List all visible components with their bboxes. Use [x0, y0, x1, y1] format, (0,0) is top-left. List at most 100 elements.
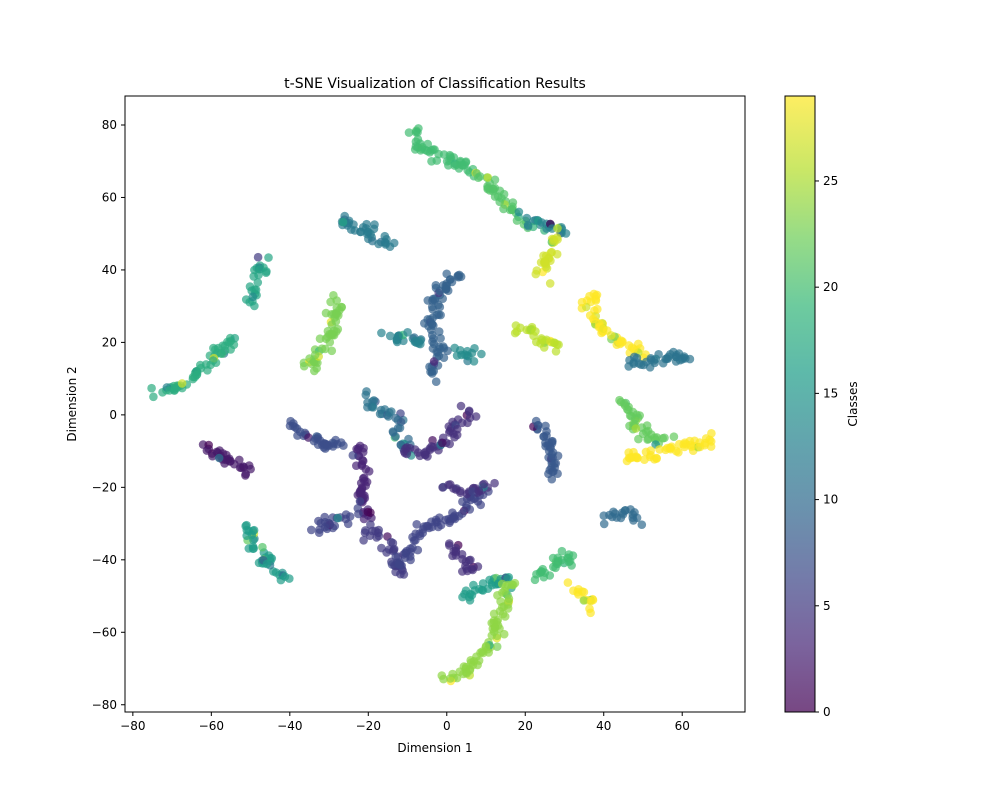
scatter-point-cluster-32 — [586, 608, 595, 618]
scatter-point-cluster-6 — [363, 507, 373, 517]
scatter-point-cluster-1 — [262, 559, 272, 569]
scatter-point-cluster-9 — [415, 529, 424, 538]
scatter-point-cluster-32 — [588, 595, 598, 605]
scatter-point-cluster-6 — [357, 460, 367, 469]
scatter-point-cluster-21 — [553, 224, 562, 233]
scatter-point-cluster-12 — [425, 444, 435, 453]
scatter-point-cluster-8 — [371, 526, 380, 536]
colorbar-label: Classes — [846, 381, 860, 426]
scatter-point-cluster-24 — [606, 331, 616, 340]
scatter-point-cluster-14 — [442, 269, 452, 279]
scatter-point-cluster-2 — [149, 392, 158, 402]
scatter-point-cluster-9 — [448, 508, 457, 517]
scatter-points — [147, 124, 716, 686]
scatter-point-cluster-26 — [650, 433, 659, 443]
y-tick-label: 20 — [102, 335, 117, 349]
scatter-point-cluster-10 — [375, 409, 385, 419]
scatter-point-cluster-29 — [461, 561, 470, 571]
scatter-point-cluster-33 — [500, 612, 510, 621]
scatter-point-cluster-30 — [503, 574, 512, 583]
scatter-point-cluster-12 — [464, 406, 474, 416]
scatter-point-cluster-7 — [314, 516, 323, 526]
scatter-point-cluster-32 — [573, 587, 582, 597]
scatter-point-cluster-3 — [253, 278, 263, 287]
scatter-point-cluster-6 — [360, 476, 369, 486]
scatter-point-cluster-8 — [377, 543, 386, 553]
scatter-point-cluster-4 — [327, 329, 336, 338]
scatter-point-cluster-24 — [593, 304, 602, 314]
scatter-point-cluster-4 — [337, 303, 347, 312]
scatter-point-cluster-14 — [429, 357, 439, 366]
scatter-point-cluster-4 — [327, 346, 337, 356]
x-tick-label: −40 — [277, 719, 302, 733]
scatter-point-cluster-14 — [434, 351, 444, 361]
scatter-point-cluster-17 — [370, 220, 379, 229]
scatter-point-cluster-18 — [450, 161, 460, 170]
scatter-point-cluster-8 — [359, 536, 368, 545]
scatter-point-cluster-8 — [388, 538, 398, 548]
scatter-point-cluster-1 — [242, 531, 251, 540]
scatter-point-cluster-3 — [250, 301, 259, 311]
scatter-point-cluster-9 — [473, 497, 483, 506]
scatter-point-cluster-12 — [456, 401, 466, 411]
scatter-point-cluster-7 — [320, 512, 330, 522]
scatter-point-cluster-12 — [421, 450, 430, 460]
scatter-point-cluster-2 — [229, 340, 239, 350]
scatter-point-cluster-5 — [309, 436, 319, 446]
scatter-point-cluster-12 — [402, 449, 412, 459]
scatter-point-cluster-24 — [629, 344, 638, 354]
scatter-point-cluster-9 — [387, 560, 397, 569]
scatter-point-cluster-14 — [429, 366, 439, 376]
scatter-point-cluster-23 — [542, 431, 551, 440]
scatter-point-cluster-18 — [423, 139, 433, 149]
scatter-point-cluster-13 — [479, 479, 489, 489]
scatter-point-cluster-19 — [495, 197, 505, 207]
scatter-point-cluster-24 — [598, 324, 607, 333]
scatter-point-cluster-33 — [492, 631, 502, 641]
scatter-point-cluster-14 — [454, 272, 463, 282]
scatter-point-cluster-24 — [585, 291, 594, 301]
x-axis-label: Dimension 1 — [397, 741, 472, 755]
scatter-point-cluster-23 — [541, 421, 550, 431]
scatter-point-cluster-4 — [321, 308, 331, 318]
scatter-point-cluster-8 — [384, 545, 394, 554]
x-tick-label: −20 — [356, 719, 381, 733]
scatter-point-cluster-19 — [472, 169, 481, 178]
x-tick-label: 60 — [675, 719, 690, 733]
y-tick-label: 0 — [109, 408, 117, 422]
scatter-point-cluster-33 — [492, 642, 502, 651]
scatter-point-cluster-33 — [508, 580, 518, 590]
scatter-point-cluster-17 — [389, 238, 399, 248]
scatter-point-cluster-2 — [147, 383, 156, 393]
scatter-point-cluster-31 — [563, 553, 573, 563]
y-tick-label: 80 — [102, 118, 117, 132]
scatter-point-cluster-9 — [436, 520, 446, 530]
scatter-point-cluster-3 — [253, 252, 263, 262]
scatter-point-cluster-27 — [674, 448, 683, 457]
scatter-point-cluster-5 — [336, 438, 346, 447]
scatter-point-cluster-14 — [427, 302, 437, 312]
scatter-point-cluster-9 — [427, 517, 436, 526]
colorbar-tick-label: 10 — [823, 493, 838, 507]
scatter-point-cluster-9 — [435, 513, 444, 522]
scatter-point-cluster-10 — [361, 390, 371, 400]
scatter-point-cluster-27 — [675, 439, 684, 449]
scatter-point-cluster-0 — [239, 463, 249, 472]
scatter-point-cluster-12 — [463, 418, 472, 428]
scatter-point-cluster-6 — [352, 444, 361, 454]
scatter-point-cluster-0 — [214, 453, 224, 463]
scatter-point-cluster-16 — [469, 357, 479, 366]
scatter-point-cluster-28 — [630, 508, 639, 517]
scatter-point-cluster-26 — [658, 434, 667, 443]
scatter-point-cluster-23 — [547, 439, 557, 448]
scatter-point-cluster-11 — [391, 432, 400, 441]
colorbar-tick-label: 0 — [823, 705, 831, 719]
scatter-point-cluster-1 — [285, 574, 294, 583]
scatter-point-cluster-26 — [643, 435, 652, 444]
scatter-point-cluster-28 — [599, 519, 609, 529]
scatter-point-cluster-7 — [354, 509, 363, 519]
scatter-point-cluster-0 — [202, 446, 212, 455]
scatter-point-cluster-27 — [624, 453, 634, 463]
scatter-point-cluster-19 — [508, 198, 518, 207]
scatter-point-cluster-15 — [385, 331, 395, 341]
